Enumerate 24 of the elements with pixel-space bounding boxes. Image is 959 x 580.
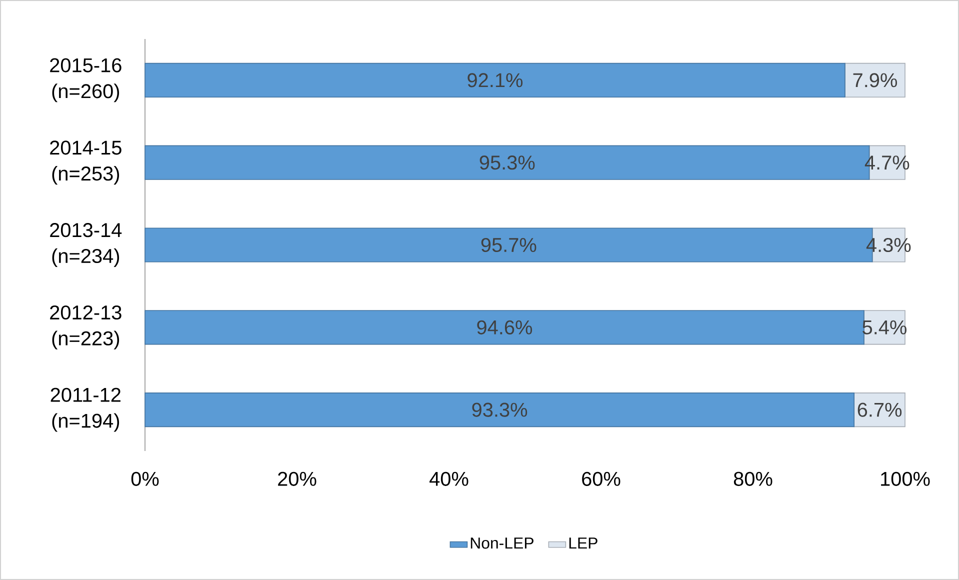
x-tick-label: 20% [278, 472, 316, 486]
y-tick-label: 2014-15 (n=253) [50, 140, 122, 185]
y-tick-label: 2012-13 (n=223) [50, 305, 122, 350]
y-tick-label: 2015-16 (n=260) [50, 58, 122, 102]
x-tick-label: 100% [881, 472, 930, 486]
y-tick-label: 2011-12 (n=194) [50, 388, 120, 432]
x-tick-label: 80% [734, 472, 772, 486]
x-tick-label: 0% [131, 472, 159, 486]
data-label: 7.9% [853, 73, 897, 88]
data-label: 94.6% [477, 320, 532, 334]
bar [144, 62, 846, 98]
y-tick-label: 2013-14 (n=234) [50, 223, 122, 267]
x-tick-label: 60% [582, 472, 620, 486]
data-label: 93.3% [472, 402, 528, 417]
bar [144, 392, 854, 428]
data-label: 95.7% [481, 238, 536, 252]
data-label: 6.7% [858, 402, 902, 417]
bar [144, 310, 864, 345]
data-label: 92.1% [468, 73, 523, 88]
x-tick-label: 40% [430, 472, 468, 486]
legend-label: LEP [569, 538, 598, 549]
data-label: 95.3% [480, 156, 535, 170]
legend-label: Non-LEP [470, 538, 534, 549]
bar [844, 62, 906, 98]
